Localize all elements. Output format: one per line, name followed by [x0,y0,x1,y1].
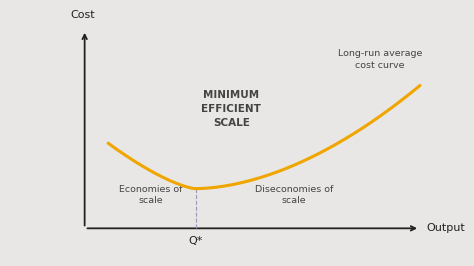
Text: Long-run average
cost curve: Long-run average cost curve [337,49,422,70]
Text: Q*: Q* [189,236,203,246]
Text: Cost: Cost [70,10,95,20]
Text: MINIMUM
EFFICIENT
SCALE: MINIMUM EFFICIENT SCALE [201,90,261,127]
Text: Diseconomies of
scale: Diseconomies of scale [255,185,333,206]
Text: Economies of
scale: Economies of scale [119,185,182,206]
Text: Output: Output [427,223,465,233]
